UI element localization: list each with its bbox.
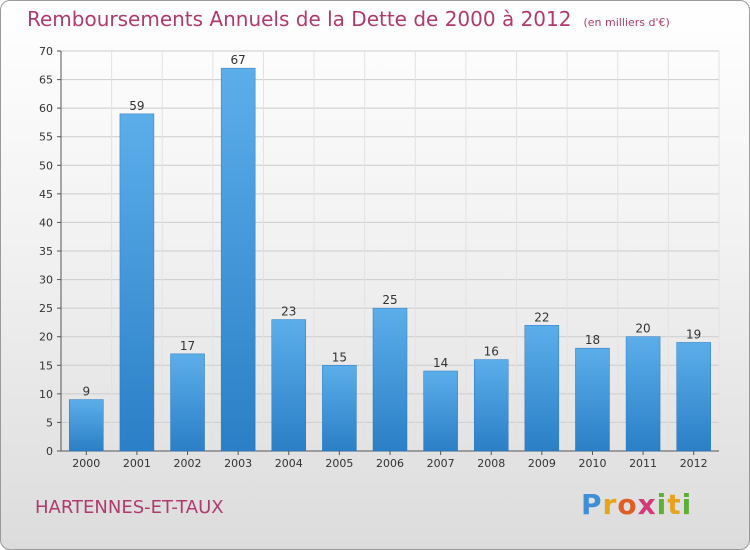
y-tick-label: 5 bbox=[46, 416, 53, 429]
y-tick-label: 35 bbox=[39, 245, 53, 258]
bar-2011 bbox=[625, 336, 661, 452]
y-tick-label: 25 bbox=[39, 302, 53, 315]
x-tick-label-2011: 2011 bbox=[629, 457, 657, 470]
value-label-2000: 9 bbox=[82, 385, 90, 399]
x-tick-label-2009: 2009 bbox=[528, 457, 556, 470]
x-tick-label-2003: 2003 bbox=[224, 457, 252, 470]
chart-unit: (en milliers d'€) bbox=[583, 16, 670, 29]
chart-title: Remboursements Annuels de la Dette de 20… bbox=[27, 7, 670, 31]
x-tick-label-2004: 2004 bbox=[275, 457, 303, 470]
y-tick-label: 55 bbox=[39, 131, 53, 144]
value-label-2012: 19 bbox=[686, 327, 701, 341]
value-label-2011: 20 bbox=[635, 322, 650, 336]
chart-title-text: Remboursements Annuels de la Dette de 20… bbox=[27, 7, 572, 31]
value-label-2002: 17 bbox=[180, 339, 195, 353]
x-tick-label-2005: 2005 bbox=[325, 457, 353, 470]
bar-2005 bbox=[322, 365, 357, 452]
y-tick-label: 30 bbox=[39, 274, 53, 287]
value-label-2009: 22 bbox=[534, 310, 549, 324]
bar-2004 bbox=[271, 319, 307, 452]
value-label-2001: 59 bbox=[129, 99, 144, 113]
y-tick-label: 40 bbox=[39, 216, 53, 229]
bar-2000 bbox=[69, 399, 104, 452]
y-tick-label: 50 bbox=[39, 159, 53, 172]
y-tick-label: 60 bbox=[39, 102, 53, 115]
bar-2007 bbox=[423, 370, 458, 452]
value-label-2006: 25 bbox=[382, 293, 397, 307]
value-label-2004: 23 bbox=[281, 305, 296, 319]
value-label-2010: 18 bbox=[585, 333, 600, 347]
x-tick-label-2010: 2010 bbox=[578, 457, 606, 470]
proxiti-logo: Proxiti bbox=[581, 488, 693, 521]
bar-2008 bbox=[473, 359, 509, 452]
value-label-2003: 67 bbox=[231, 53, 246, 67]
bar-2009 bbox=[524, 325, 560, 452]
y-tick-label: 15 bbox=[39, 359, 53, 372]
commune-name: HARTENNES-ET-TAUX bbox=[35, 497, 224, 518]
x-tick-label-2000: 2000 bbox=[72, 457, 100, 470]
bar-2012 bbox=[676, 342, 711, 452]
y-tick-label: 10 bbox=[39, 388, 53, 401]
x-tick-label-2008: 2008 bbox=[477, 457, 505, 470]
x-tick-label-2007: 2007 bbox=[427, 457, 455, 470]
y-tick-label: 65 bbox=[39, 74, 53, 87]
x-tick-label-2012: 2012 bbox=[680, 457, 708, 470]
bar-2006 bbox=[372, 307, 408, 452]
value-label-2007: 14 bbox=[433, 356, 448, 370]
y-tick-label: 70 bbox=[39, 45, 53, 58]
y-tick-label: 45 bbox=[39, 188, 53, 201]
bar-2010 bbox=[575, 347, 610, 452]
x-tick-label-2001: 2001 bbox=[123, 457, 151, 470]
bar-2002 bbox=[170, 353, 205, 452]
x-tick-label-2006: 2006 bbox=[376, 457, 404, 470]
value-label-2005: 15 bbox=[332, 350, 347, 364]
y-tick-label: 20 bbox=[39, 331, 53, 344]
y-tick-label: 0 bbox=[46, 445, 53, 458]
bar-2001 bbox=[119, 113, 155, 452]
value-label-2008: 16 bbox=[484, 345, 499, 359]
x-tick-label-2002: 2002 bbox=[174, 457, 202, 470]
bar-2003 bbox=[220, 67, 256, 452]
